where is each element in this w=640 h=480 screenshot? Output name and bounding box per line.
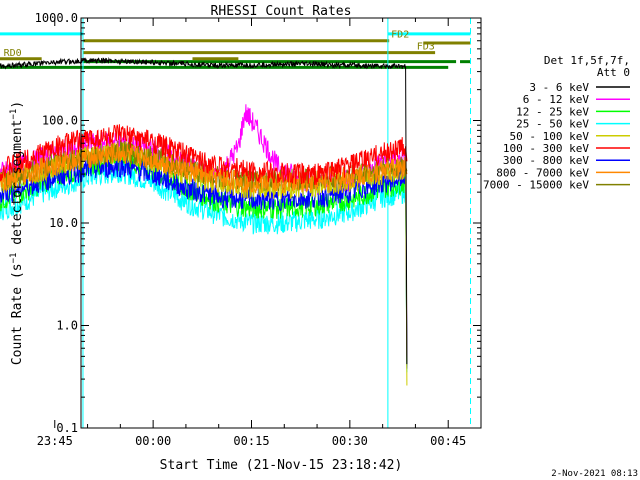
y-axis-label-suffix: ) [10,101,25,109]
annotation-label: FD3 [417,42,435,53]
x-tick-label: 00:15 [233,434,269,448]
legend-header-line2: Att 0 [597,66,630,79]
legend-entry: 800 - 7000 keV [496,166,589,179]
legend-entry: 12 - 25 keV [516,105,589,118]
legend-entry: 300 - 800 keV [503,154,589,167]
y-tick-label: 0.1 [56,421,78,435]
y-tick-label: 1000.0 [35,11,78,25]
chart-title: RHESSI Count Rates [211,4,352,19]
series-line [0,156,408,369]
y-axis-label-sup: −1 [9,253,19,264]
legend-entry: 3 - 6 keV [529,81,589,94]
legend-entry: 100 - 300 keV [503,142,589,155]
series-line [0,56,408,365]
y-tick-label: 1.0 [56,319,78,333]
annotation-label: FD2 [391,30,409,41]
y-tick-label: 10.0 [49,216,78,230]
y-axis-label-prefix: Count Rate (s [10,263,25,365]
annotation-label: RD0 [4,48,22,59]
x-tick-label: 23:45 [37,434,73,448]
legend-header-line1: Det 1f,5f,7f, [544,54,630,67]
footer-date: 2-Nov-2021 08:13 [551,469,638,479]
series-line [0,124,408,186]
x-tick-label: 00:00 [135,434,171,448]
y-tick-label: 100.0 [42,114,78,128]
x-axis-label: Start Time (21-Nov-15 23:18:42) [160,458,403,473]
legend-entry: 25 - 50 keV [516,118,589,131]
x-tick-label: 00:30 [332,434,368,448]
y-axis-label-mid: detector segment [10,120,25,253]
y-axis-label-sup2: −1 [9,109,19,120]
y-axis-label: Count Rate (s−1 detector segment−1) [9,101,25,365]
legend-entry: 6 - 12 keV [523,93,590,106]
x-tick-label: 00:45 [430,434,466,448]
legend-entry: 7000 - 15000 keV [483,179,589,192]
legend-entry: 50 - 100 keV [510,130,590,143]
series-line [0,142,408,194]
series-lines [0,56,408,386]
